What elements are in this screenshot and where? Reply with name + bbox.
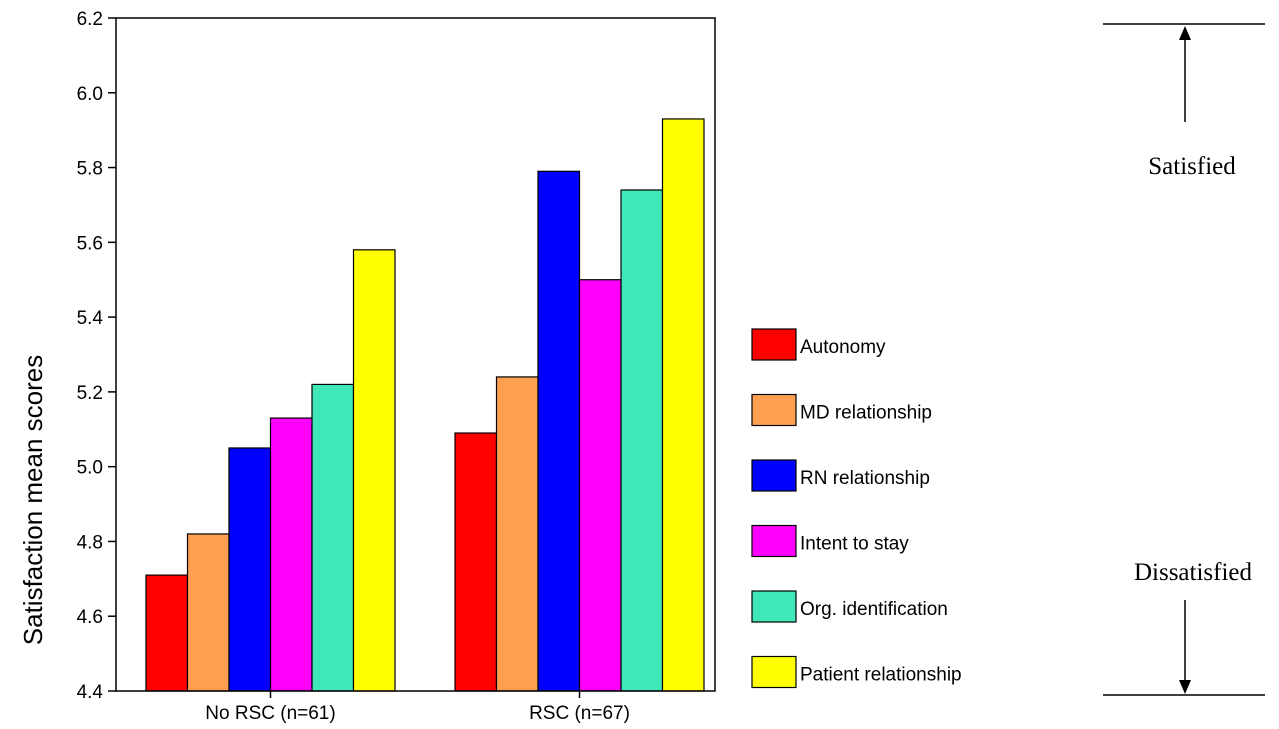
y-tick-label: 5.2: [77, 383, 103, 404]
y-tick-label: 5.6: [77, 233, 103, 254]
y-tick-label: 6.2: [77, 9, 103, 30]
legend-swatch: [751, 459, 797, 492]
dissatisfied-label: Dissatisfied: [1134, 559, 1253, 586]
down-arrow-icon: [1179, 680, 1191, 694]
bar-org-identification-1: [311, 383, 355, 692]
y-axis-title: Satisfaction mean scores: [18, 355, 48, 645]
legend-swatch: [751, 524, 797, 558]
y-tick-label: 6.0: [77, 84, 103, 105]
legend-swatch: [751, 655, 797, 689]
satisfaction-scale: Satisfied Dissatisfied: [1103, 23, 1265, 696]
satisfied-label: Satisfied: [1148, 153, 1236, 180]
legend-label: Autonomy: [800, 337, 886, 358]
legend: Autonomy MD relationship RN relationship In…: [751, 328, 962, 689]
x-tick-label: No RSC (n=61): [205, 703, 335, 724]
y-tick-label: 5.4: [77, 308, 104, 329]
bar-org-identification-2: [620, 189, 664, 692]
up-arrow-icon: [1179, 26, 1191, 40]
y-tick-label: 4.8: [77, 532, 103, 553]
y-axis: 4.4 4.6 4.8 5.0 5.2 5.4 5.6 5.8 6.0 6.2: [77, 9, 116, 703]
bar-intent-to-stay-2: [578, 279, 622, 692]
bar-rn-relationship-2: [537, 170, 581, 692]
bar-autonomy-1: [145, 574, 189, 692]
legend-label: Org. identification: [800, 599, 948, 620]
y-tick-label: 4.6: [77, 607, 103, 628]
bars-group: [145, 118, 705, 692]
x-tick-label: RSC (n=67): [529, 703, 630, 724]
bar-md-relationship-2: [495, 376, 539, 692]
bar-patient-relationship-1: [352, 249, 396, 692]
bar-intent-to-stay-1: [269, 417, 313, 692]
bar-autonomy-2: [454, 432, 498, 692]
legend-swatch: [751, 393, 797, 427]
legend-label: Intent to stay: [800, 534, 909, 555]
legend-swatch: [751, 328, 797, 361]
bar-rn-relationship-1: [228, 447, 272, 692]
y-tick-label: 5.0: [77, 458, 103, 479]
bar-md-relationship-1: [186, 533, 230, 692]
bar-patient-relationship-2: [661, 118, 705, 692]
legend-label: MD relationship: [800, 403, 932, 424]
y-tick-label: 4.4: [77, 682, 104, 703]
legend-label: Patient relationship: [800, 665, 962, 686]
y-tick-label: 5.8: [77, 159, 103, 180]
legend-swatch: [751, 590, 797, 623]
x-axis: No RSC (n=61) RSC (n=67): [205, 691, 630, 724]
legend-label: RN relationship: [800, 468, 930, 489]
plot-frame: [115, 17, 716, 692]
